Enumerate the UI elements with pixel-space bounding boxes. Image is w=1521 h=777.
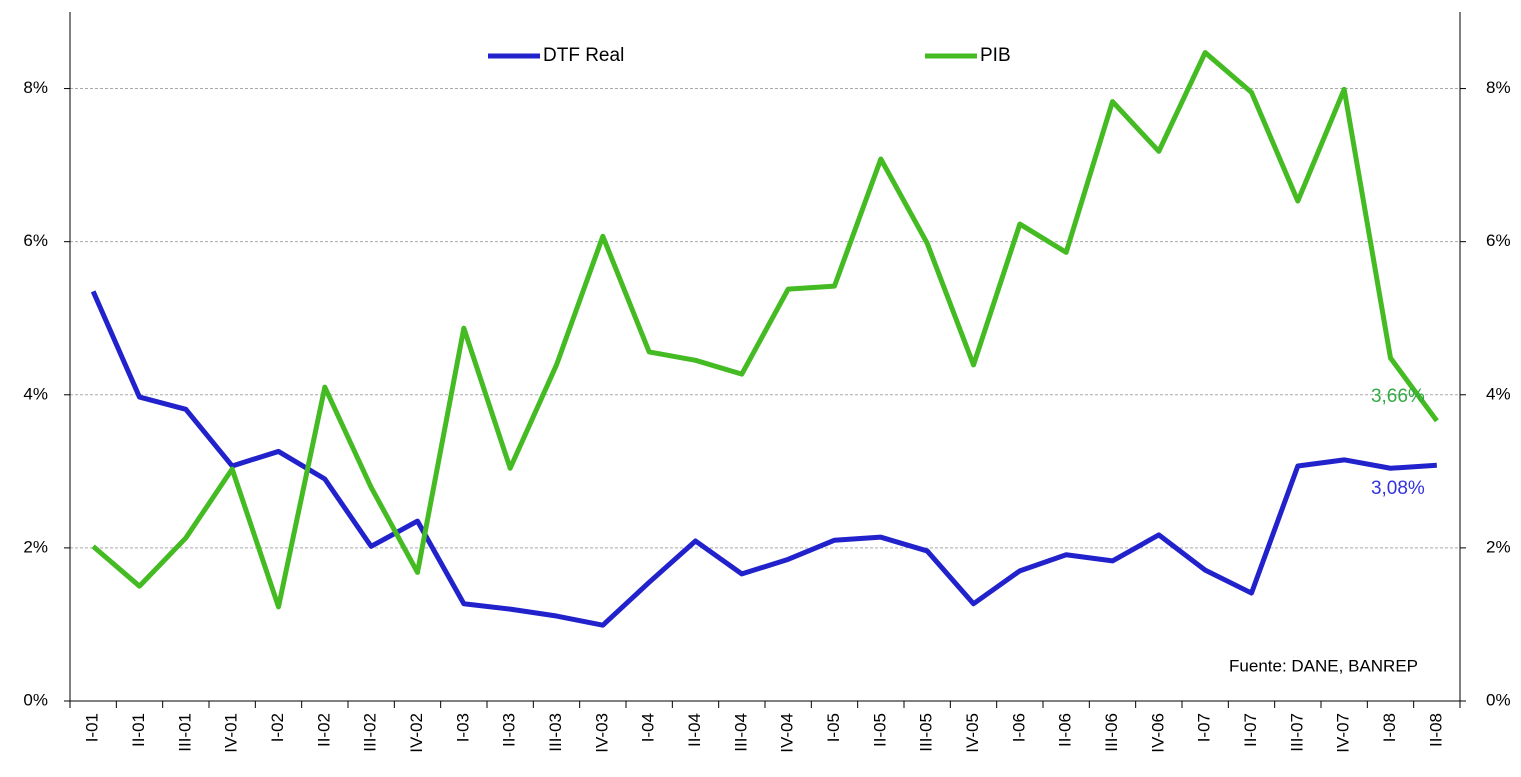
x-tick-label: I-02 bbox=[268, 713, 287, 742]
x-tick-label: IV-03 bbox=[592, 713, 611, 753]
series-line bbox=[91, 50, 1439, 610]
x-tick-label: I-03 bbox=[453, 713, 472, 742]
x-tick-label: III-03 bbox=[546, 713, 565, 752]
x-tick-label: II-08 bbox=[1426, 713, 1445, 747]
y-tick-label: 8% bbox=[23, 78, 48, 97]
x-tick-label: I-08 bbox=[1380, 713, 1399, 742]
x-tick-label: I-04 bbox=[639, 713, 658, 742]
x-tick-label: IV-01 bbox=[222, 713, 241, 753]
y-tick-label: 6% bbox=[23, 231, 48, 250]
x-tick-label: I-05 bbox=[824, 713, 843, 742]
x-tick-label: I-07 bbox=[1195, 713, 1214, 742]
x-tick-label: IV-02 bbox=[407, 713, 426, 753]
x-tick-label: III-01 bbox=[175, 713, 194, 752]
x-tick-label: IV-04 bbox=[778, 713, 797, 753]
data-label: 3,08% bbox=[1371, 478, 1425, 499]
y2-tick-label: 0% bbox=[1486, 690, 1511, 709]
x-tick-label: II-05 bbox=[870, 713, 889, 747]
x-tick-label: III-05 bbox=[917, 713, 936, 752]
x-tick-label: II-03 bbox=[500, 713, 519, 747]
y2-tick-label: 2% bbox=[1486, 537, 1511, 556]
x-tick-label: IV-06 bbox=[1148, 713, 1167, 753]
x-tick-label: II-04 bbox=[685, 713, 704, 747]
x-tick-label: III-06 bbox=[1102, 713, 1121, 752]
x-tick-label: IV-05 bbox=[963, 713, 982, 753]
x-tick-label: II-07 bbox=[1241, 713, 1260, 747]
y-tick-label: 4% bbox=[23, 384, 48, 403]
x-tick-label: IV-07 bbox=[1334, 713, 1353, 753]
x-tick-label: II-01 bbox=[129, 713, 148, 747]
y-tick-label: 0% bbox=[23, 690, 48, 709]
x-tick-label: I-01 bbox=[83, 713, 102, 742]
series-line bbox=[90, 290, 1437, 628]
y2-tick-label: 4% bbox=[1486, 384, 1511, 403]
legend-label: DTF Real bbox=[543, 45, 624, 66]
x-tick-label: III-07 bbox=[1287, 713, 1306, 752]
x-tick-label: III-02 bbox=[361, 713, 380, 752]
x-tick-label: I-06 bbox=[1009, 713, 1028, 742]
y2-tick-label: 8% bbox=[1486, 78, 1511, 97]
x-tick-label: II-06 bbox=[1056, 713, 1075, 747]
data-label: 3,66% bbox=[1371, 386, 1425, 407]
source-note: Fuente: DANE, BANREP bbox=[1229, 656, 1418, 675]
x-tick-label: II-02 bbox=[314, 713, 333, 747]
legend-label: PIB bbox=[980, 45, 1011, 66]
y2-tick-label: 6% bbox=[1486, 231, 1511, 250]
y-tick-label: 2% bbox=[23, 537, 48, 556]
x-tick-label: III-04 bbox=[731, 713, 750, 752]
